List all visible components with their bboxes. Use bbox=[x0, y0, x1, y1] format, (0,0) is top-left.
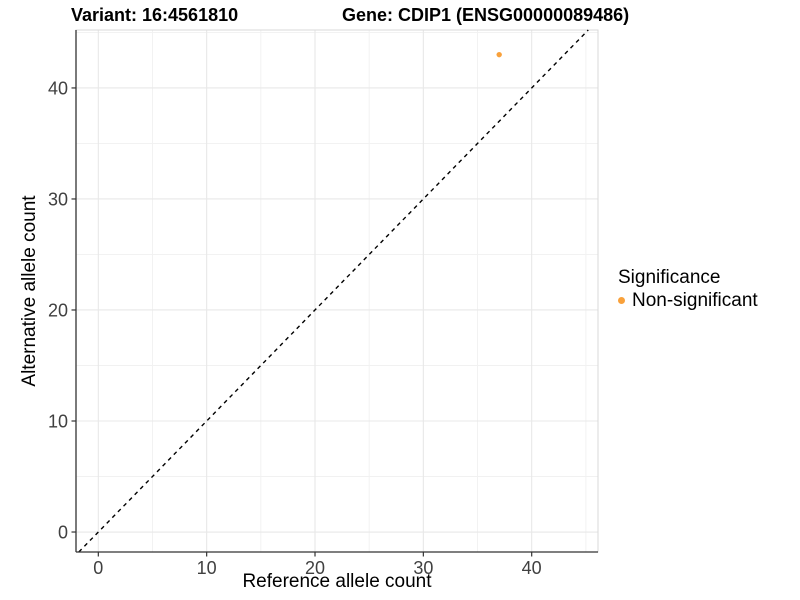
legend: Significance Non-significant bbox=[618, 267, 758, 311]
x-tick-label: 40 bbox=[522, 558, 542, 578]
x-tick-label: 30 bbox=[413, 558, 433, 578]
legend-key-dot bbox=[618, 297, 625, 304]
y-tick-label: 30 bbox=[48, 189, 68, 209]
identity-dashed-line bbox=[78, 29, 589, 553]
y-tick-label: 40 bbox=[48, 78, 68, 98]
y-tick-label: 20 bbox=[48, 300, 68, 320]
x-tick-label: 20 bbox=[305, 558, 325, 578]
y-tick-label: 0 bbox=[58, 523, 68, 543]
legend-item-label: Non-significant bbox=[632, 290, 758, 311]
legend-item-non-significant: Non-significant bbox=[618, 290, 758, 311]
x-axis-title: Reference allele count bbox=[242, 571, 432, 592]
y-tick-label: 10 bbox=[48, 412, 68, 432]
panel-border bbox=[75, 29, 599, 553]
y-axis-title: Alternative allele count bbox=[19, 195, 40, 387]
plot-title-gene: Gene: CDIP1 (ENSG00000089486) bbox=[342, 5, 630, 25]
plot-title-variant: Variant: 16:4561810 bbox=[71, 5, 239, 25]
legend-title: Significance bbox=[618, 267, 721, 288]
data-point bbox=[496, 51, 502, 58]
x-tick-label: 0 bbox=[93, 558, 103, 578]
x-tick-label: 10 bbox=[197, 558, 217, 578]
